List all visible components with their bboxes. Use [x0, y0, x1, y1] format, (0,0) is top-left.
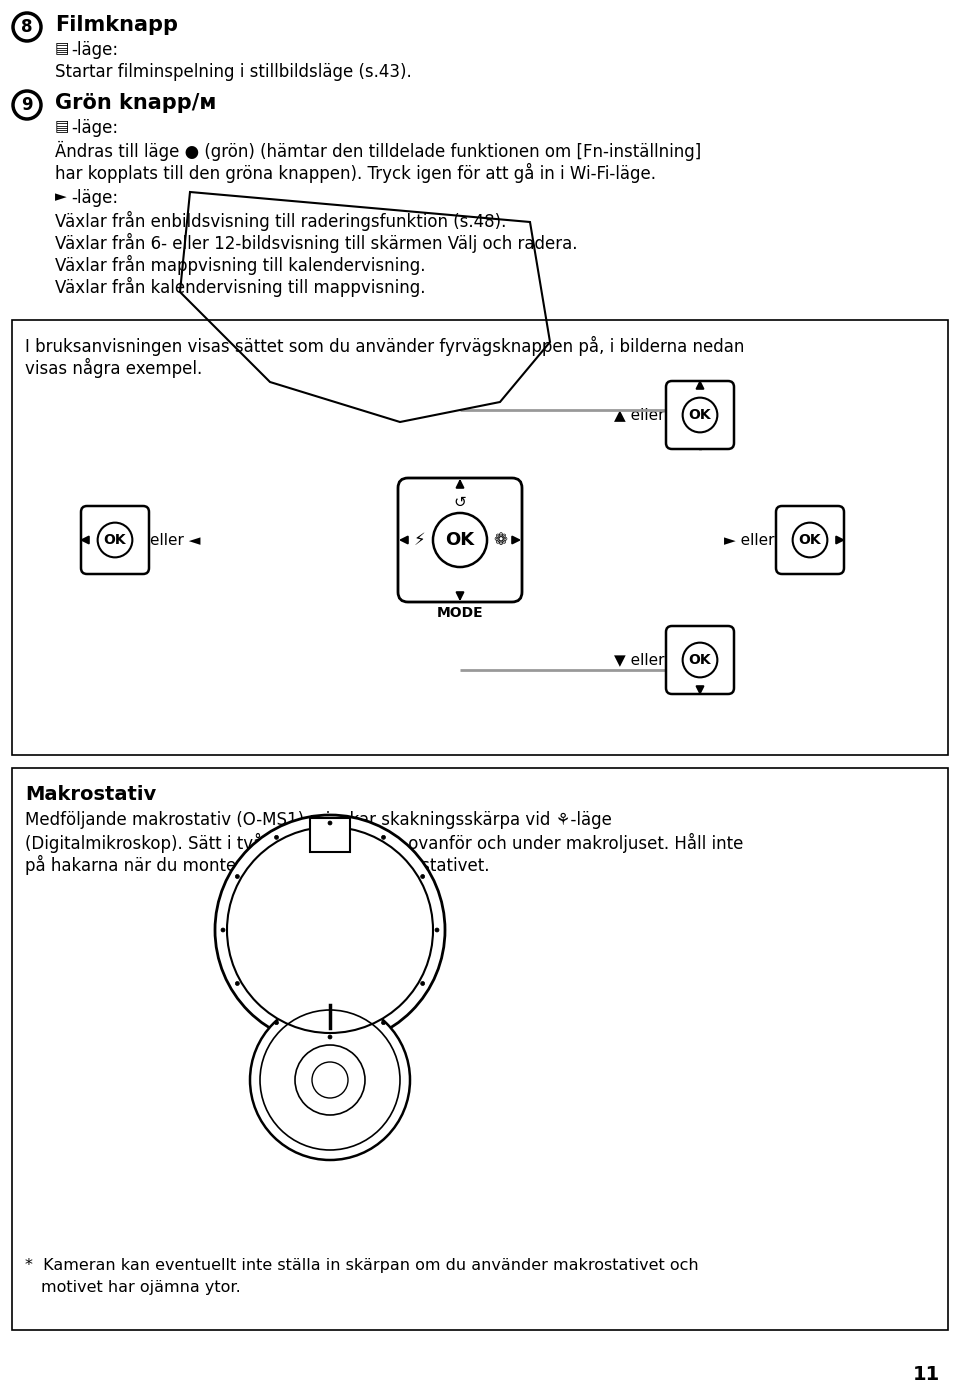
- Text: eller ◄: eller ◄: [150, 532, 201, 547]
- Text: 8: 8: [21, 18, 33, 36]
- Text: ►: ►: [55, 189, 67, 205]
- Text: ▲ eller: ▲ eller: [614, 408, 665, 423]
- Circle shape: [381, 1021, 386, 1024]
- FancyBboxPatch shape: [12, 768, 948, 1329]
- Circle shape: [235, 875, 239, 879]
- Circle shape: [420, 875, 424, 879]
- FancyBboxPatch shape: [666, 381, 734, 449]
- Text: ⚡: ⚡: [414, 531, 425, 549]
- Circle shape: [275, 835, 278, 839]
- Text: Växlar från kalendervisning till mappvisning.: Växlar från kalendervisning till mappvis…: [55, 276, 425, 297]
- FancyBboxPatch shape: [12, 321, 948, 755]
- Text: -läge:: -läge:: [71, 189, 118, 207]
- Circle shape: [215, 815, 445, 1045]
- Text: OK: OK: [799, 533, 822, 547]
- Text: *  Kameran kan eventuellt inte ställa in skärpan om du använder makrostativet oc: * Kameran kan eventuellt inte ställa in …: [25, 1258, 699, 1273]
- Text: Startar filminspelning i stillbildsläge (s.43).: Startar filminspelning i stillbildsläge …: [55, 64, 412, 82]
- Text: -läge:: -läge:: [71, 41, 118, 59]
- Text: motivet har ojämna ytor.: motivet har ojämna ytor.: [41, 1280, 241, 1295]
- Text: Medföljande makrostativ (O-MS1) minskar skakningsskärpa vid ⚘-läge: Medföljande makrostativ (O-MS1) minskar …: [25, 811, 612, 829]
- Circle shape: [328, 821, 332, 825]
- Text: ▼ eller: ▼ eller: [614, 652, 665, 668]
- Text: -läge:: -läge:: [71, 119, 118, 137]
- Circle shape: [328, 1035, 332, 1039]
- Text: Makrostativ: Makrostativ: [25, 785, 156, 804]
- Text: Växlar från mappvisning till kalendervisning.: Växlar från mappvisning till kalendervis…: [55, 256, 425, 275]
- Text: OK: OK: [445, 531, 474, 549]
- Circle shape: [221, 927, 225, 931]
- Text: har kopplats till den gröna knappen). Tryck igen för att gå in i Wi-Fi-läge.: har kopplats till den gröna knappen). Tr…: [55, 163, 656, 182]
- Text: I bruksanvisningen visas sättet som du använder fyrvägsknappen på, i bilderna ne: I bruksanvisningen visas sättet som du a…: [25, 336, 744, 357]
- FancyBboxPatch shape: [81, 506, 149, 574]
- Circle shape: [435, 927, 439, 931]
- Text: 11: 11: [913, 1365, 940, 1382]
- Text: OK: OK: [688, 408, 711, 422]
- Text: ► eller: ► eller: [725, 532, 775, 547]
- Text: ▤: ▤: [55, 119, 69, 134]
- Text: Ändras till läge ● (grön) (hämtar den tilldelade funktionen om [Fn-inställning]: Ändras till läge ● (grön) (hämtar den ti…: [55, 141, 701, 162]
- Text: OK: OK: [104, 533, 127, 547]
- Circle shape: [235, 981, 239, 985]
- Text: Växlar från enbildsvisning till raderingsfunktion (s.48).: Växlar från enbildsvisning till radering…: [55, 211, 506, 231]
- FancyBboxPatch shape: [310, 818, 350, 851]
- FancyBboxPatch shape: [776, 506, 844, 574]
- Text: Växlar från 6- eller 12-bildsvisning till skärmen Välj och radera.: Växlar från 6- eller 12-bildsvisning til…: [55, 234, 578, 253]
- Text: MODE: MODE: [437, 605, 483, 621]
- Text: Grön knapp/ᴍ: Grön knapp/ᴍ: [55, 93, 216, 113]
- Text: ❁: ❁: [493, 531, 508, 549]
- Text: på hakarna när du monterar och tar bort makrostativet.: på hakarna när du monterar och tar bort …: [25, 855, 490, 875]
- Text: ↺: ↺: [454, 495, 467, 510]
- FancyBboxPatch shape: [666, 626, 734, 694]
- Circle shape: [275, 1021, 278, 1024]
- Text: ▤: ▤: [55, 41, 69, 57]
- Text: 9: 9: [21, 95, 33, 113]
- Circle shape: [381, 835, 386, 839]
- Circle shape: [420, 981, 424, 985]
- FancyBboxPatch shape: [398, 478, 522, 603]
- Text: (Digitalmikroskop). Sätt i två hakar i skårorna ovanför och under makroljuset. H: (Digitalmikroskop). Sätt i två hakar i s…: [25, 833, 743, 853]
- Text: Filmknapp: Filmknapp: [55, 15, 178, 35]
- Circle shape: [227, 826, 433, 1032]
- Text: OK: OK: [688, 654, 711, 668]
- Text: visas några exempel.: visas några exempel.: [25, 358, 203, 379]
- Circle shape: [250, 1001, 410, 1159]
